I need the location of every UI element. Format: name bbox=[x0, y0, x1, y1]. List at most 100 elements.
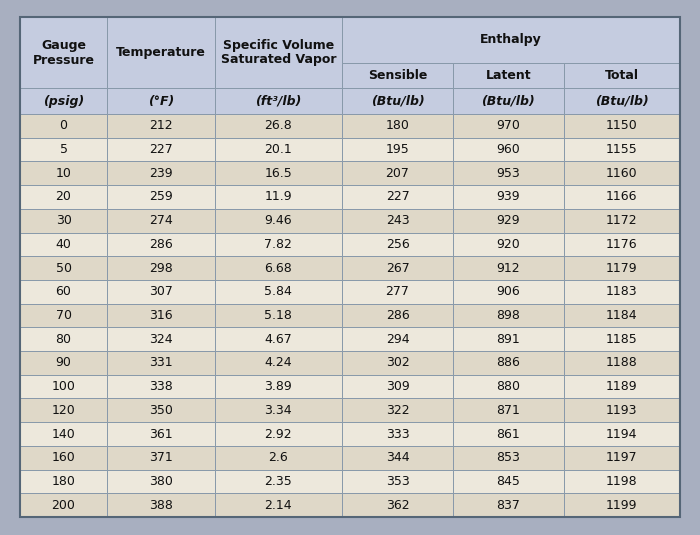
Text: 180: 180 bbox=[386, 119, 410, 132]
Bar bbox=[564, 137, 680, 162]
Bar bbox=[564, 88, 680, 114]
Bar bbox=[342, 280, 453, 304]
Text: 1183: 1183 bbox=[606, 285, 638, 299]
Text: 4.24: 4.24 bbox=[265, 356, 292, 369]
Bar bbox=[107, 162, 215, 185]
Text: 2.92: 2.92 bbox=[265, 427, 292, 440]
Text: 5.84: 5.84 bbox=[265, 285, 293, 299]
Bar bbox=[215, 446, 342, 470]
Bar bbox=[453, 162, 564, 185]
Bar bbox=[107, 185, 215, 209]
Text: 891: 891 bbox=[496, 333, 520, 346]
Text: 1198: 1198 bbox=[606, 475, 638, 488]
Bar bbox=[564, 374, 680, 399]
Bar bbox=[20, 351, 107, 374]
Text: 853: 853 bbox=[496, 451, 520, 464]
Text: 1166: 1166 bbox=[606, 190, 638, 203]
Bar bbox=[20, 233, 107, 256]
Bar bbox=[453, 374, 564, 399]
Text: 353: 353 bbox=[386, 475, 410, 488]
Bar bbox=[215, 17, 342, 88]
Text: 912: 912 bbox=[496, 262, 520, 274]
Bar bbox=[453, 114, 564, 137]
Bar bbox=[342, 185, 453, 209]
Text: 9.46: 9.46 bbox=[265, 214, 292, 227]
Text: 906: 906 bbox=[496, 285, 520, 299]
Text: 1193: 1193 bbox=[606, 404, 638, 417]
Text: 180: 180 bbox=[52, 475, 76, 488]
Bar bbox=[20, 88, 107, 114]
Bar bbox=[564, 114, 680, 137]
Bar bbox=[215, 422, 342, 446]
Text: 40: 40 bbox=[55, 238, 71, 251]
Bar bbox=[564, 446, 680, 470]
Text: 1184: 1184 bbox=[606, 309, 638, 322]
Text: 380: 380 bbox=[149, 475, 173, 488]
Text: 50: 50 bbox=[55, 262, 71, 274]
Bar bbox=[342, 114, 453, 137]
Text: 267: 267 bbox=[386, 262, 410, 274]
Bar bbox=[215, 185, 342, 209]
Bar bbox=[20, 327, 107, 351]
Text: 939: 939 bbox=[496, 190, 520, 203]
Text: 338: 338 bbox=[149, 380, 173, 393]
Bar bbox=[215, 209, 342, 233]
Text: 362: 362 bbox=[386, 499, 410, 511]
Bar bbox=[20, 399, 107, 422]
Text: 1160: 1160 bbox=[606, 167, 638, 180]
Text: Gauge
Pressure: Gauge Pressure bbox=[33, 39, 94, 66]
Text: 212: 212 bbox=[149, 119, 173, 132]
Bar bbox=[453, 280, 564, 304]
Bar bbox=[564, 209, 680, 233]
Bar bbox=[342, 374, 453, 399]
Text: 16.5: 16.5 bbox=[265, 167, 293, 180]
Bar bbox=[453, 493, 564, 517]
Text: 371: 371 bbox=[149, 451, 173, 464]
Text: 861: 861 bbox=[496, 427, 520, 440]
Text: 60: 60 bbox=[55, 285, 71, 299]
Text: 227: 227 bbox=[149, 143, 173, 156]
Text: 80: 80 bbox=[55, 333, 71, 346]
Bar bbox=[215, 351, 342, 374]
Bar bbox=[215, 280, 342, 304]
Text: 90: 90 bbox=[55, 356, 71, 369]
Bar bbox=[342, 63, 453, 88]
Bar bbox=[453, 304, 564, 327]
Bar bbox=[342, 327, 453, 351]
Text: 298: 298 bbox=[149, 262, 173, 274]
Text: 331: 331 bbox=[149, 356, 173, 369]
Text: Specific Volume
Saturated Vapor: Specific Volume Saturated Vapor bbox=[220, 39, 336, 66]
Text: 344: 344 bbox=[386, 451, 410, 464]
Text: 294: 294 bbox=[386, 333, 410, 346]
Bar bbox=[564, 304, 680, 327]
Bar bbox=[564, 327, 680, 351]
Bar bbox=[342, 209, 453, 233]
Bar bbox=[215, 493, 342, 517]
Bar bbox=[107, 399, 215, 422]
Bar bbox=[453, 185, 564, 209]
Bar bbox=[20, 422, 107, 446]
Text: 200: 200 bbox=[52, 499, 76, 511]
Text: 1172: 1172 bbox=[606, 214, 638, 227]
Bar bbox=[342, 162, 453, 185]
Text: 30: 30 bbox=[55, 214, 71, 227]
Bar bbox=[342, 256, 453, 280]
Bar bbox=[20, 304, 107, 327]
Bar bbox=[453, 209, 564, 233]
Bar bbox=[215, 399, 342, 422]
Bar bbox=[564, 233, 680, 256]
Text: 1185: 1185 bbox=[606, 333, 638, 346]
Text: Latent: Latent bbox=[486, 69, 531, 82]
Bar bbox=[453, 233, 564, 256]
Bar bbox=[215, 233, 342, 256]
Text: Sensible: Sensible bbox=[368, 69, 427, 82]
Bar bbox=[20, 114, 107, 137]
Bar bbox=[20, 470, 107, 493]
Text: Enthalpy: Enthalpy bbox=[480, 34, 542, 47]
Bar bbox=[342, 233, 453, 256]
Bar bbox=[342, 304, 453, 327]
Text: (psig): (psig) bbox=[43, 95, 84, 108]
Bar bbox=[453, 399, 564, 422]
Bar bbox=[215, 327, 342, 351]
Bar bbox=[20, 162, 107, 185]
